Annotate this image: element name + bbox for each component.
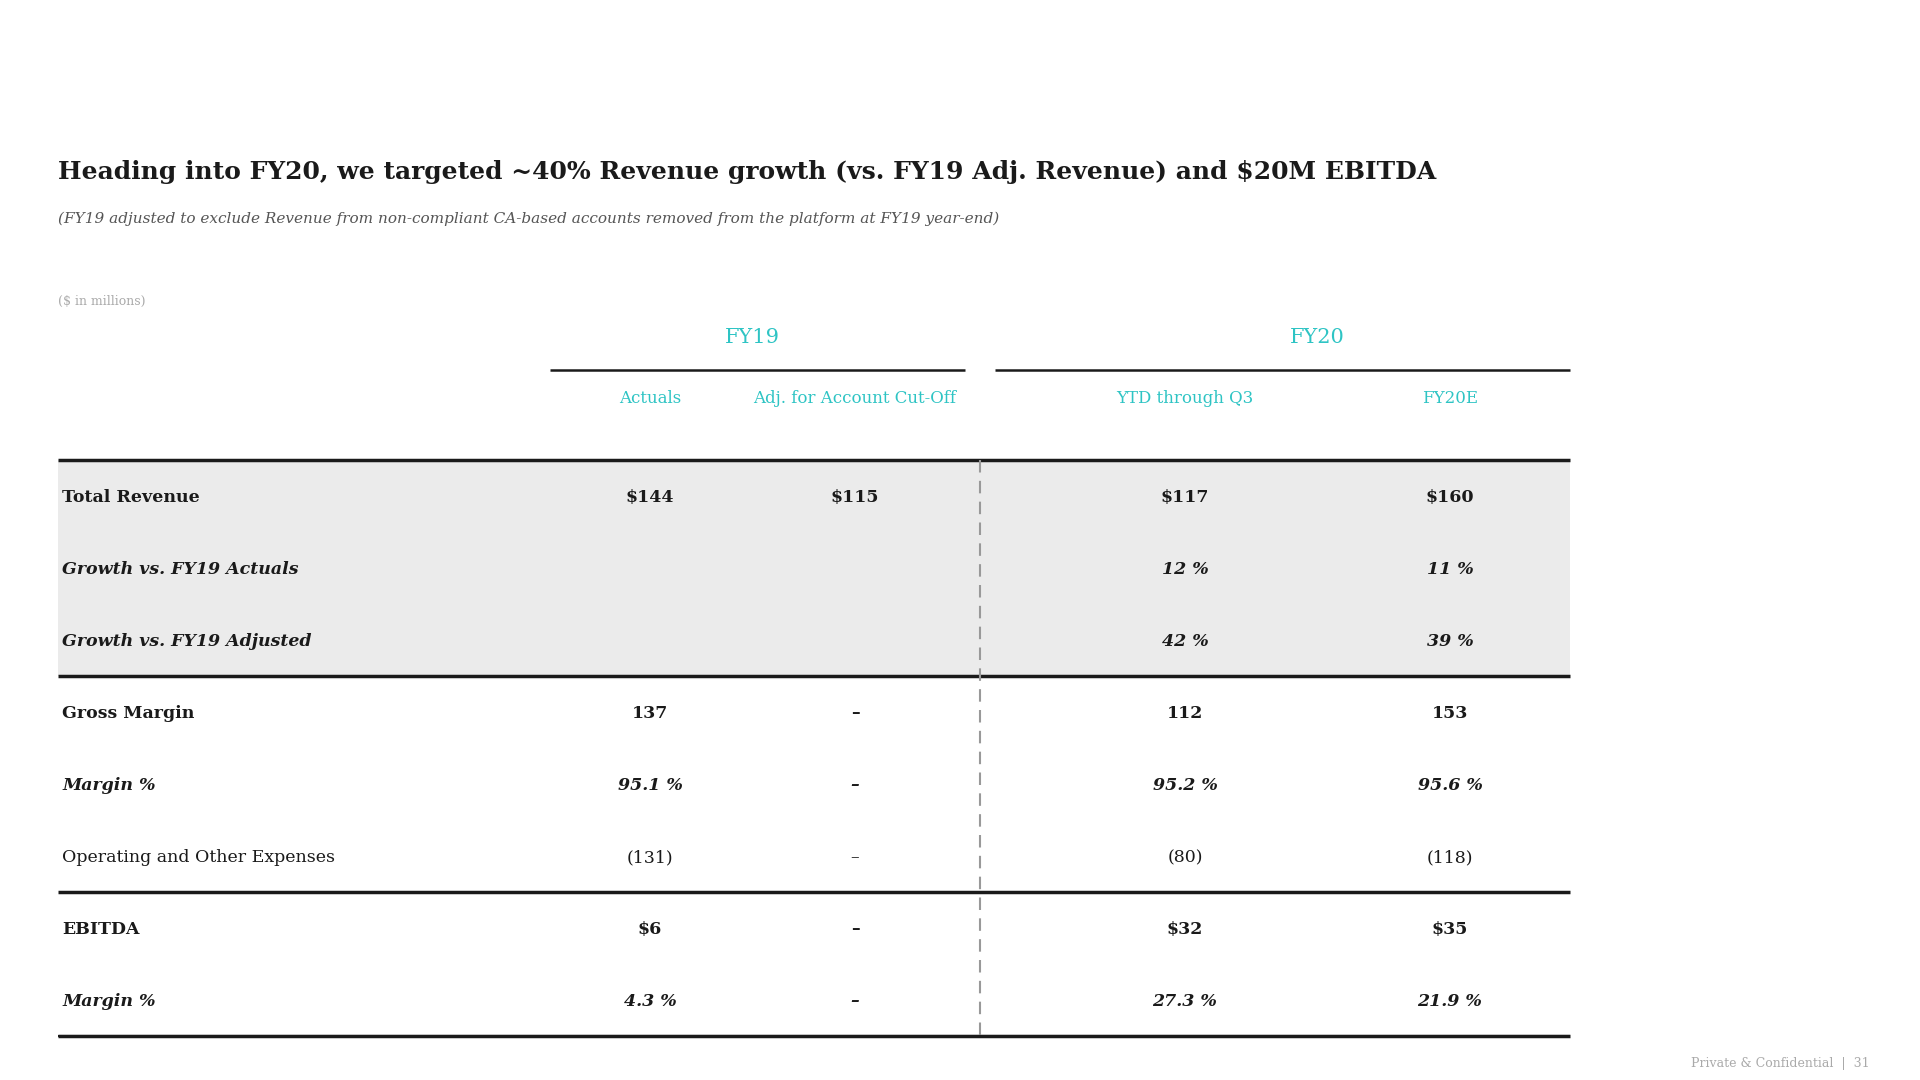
Text: Margin %: Margin % <box>61 777 156 794</box>
Text: 42 %: 42 % <box>1162 633 1208 650</box>
Bar <box>58 604 1571 676</box>
Text: wmh: wmh <box>1772 18 1859 49</box>
Text: (131): (131) <box>626 849 674 866</box>
Text: Operating and Other Expenses: Operating and Other Expenses <box>61 849 334 866</box>
Text: –: – <box>851 705 860 721</box>
Text: –: – <box>851 993 860 1010</box>
Text: Growth vs. FY19 Actuals: Growth vs. FY19 Actuals <box>61 561 298 578</box>
Text: –: – <box>851 849 860 866</box>
Text: 95.1 %: 95.1 % <box>618 777 682 794</box>
Text: FY20E: FY20E <box>1423 390 1478 407</box>
Text: Margin %: Margin % <box>61 993 156 1010</box>
Text: $35: $35 <box>1432 921 1469 937</box>
Text: 21.9 %: 21.9 % <box>1417 993 1482 1010</box>
Text: 153: 153 <box>1432 705 1469 721</box>
Text: –: – <box>851 921 860 937</box>
Text: Private & Confidential  |  31: Private & Confidential | 31 <box>1692 1057 1870 1070</box>
Text: (118): (118) <box>1427 849 1473 866</box>
Bar <box>58 532 1571 604</box>
Text: (FY19 adjusted to exclude Revenue from non-compliant CA-based accounts removed f: (FY19 adjusted to exclude Revenue from n… <box>58 212 998 227</box>
Text: 95.6 %: 95.6 % <box>1417 777 1482 794</box>
Text: –: – <box>851 777 860 794</box>
Text: 112: 112 <box>1167 705 1204 721</box>
Text: ~: ~ <box>1839 46 1859 70</box>
Text: 39 %: 39 % <box>1427 633 1473 650</box>
Text: ($ in millions): ($ in millions) <box>58 295 146 308</box>
Text: $115: $115 <box>831 489 879 505</box>
Text: YTD through Q3: YTD through Q3 <box>1116 390 1254 407</box>
Text: Gross Margin: Gross Margin <box>61 705 194 721</box>
Text: FY19: FY19 <box>726 328 780 347</box>
Text: Total Revenue: Total Revenue <box>61 489 200 505</box>
Text: 27.3 %: 27.3 % <box>1152 993 1217 1010</box>
Text: Actuals: Actuals <box>618 390 682 407</box>
Text: Heading into FY20, we targeted ~40% Revenue growth (vs. FY19 Adj. Revenue) and $: Heading into FY20, we targeted ~40% Reve… <box>58 160 1436 184</box>
Text: 137: 137 <box>632 705 668 721</box>
Bar <box>58 460 1571 532</box>
Text: 95.2 %: 95.2 % <box>1152 777 1217 794</box>
Text: FY20: FY20 <box>1290 328 1344 347</box>
Text: EBITDA: EBITDA <box>61 921 140 937</box>
Text: (80): (80) <box>1167 849 1202 866</box>
Text: $160: $160 <box>1427 489 1475 505</box>
Text: $144: $144 <box>626 489 674 505</box>
Text: 11 %: 11 % <box>1427 561 1473 578</box>
Text: $117: $117 <box>1162 489 1210 505</box>
Text: Adj. for Account Cut-Off: Adj. for Account Cut-Off <box>753 390 956 407</box>
Text: $32: $32 <box>1167 921 1204 937</box>
Text: FY20 Financial Performance: FY20 Financial Performance <box>58 32 440 57</box>
Text: $6: $6 <box>637 921 662 937</box>
Text: Growth vs. FY19 Adjusted: Growth vs. FY19 Adjusted <box>61 633 311 650</box>
Text: 4.3 %: 4.3 % <box>624 993 676 1010</box>
Text: 12 %: 12 % <box>1162 561 1208 578</box>
